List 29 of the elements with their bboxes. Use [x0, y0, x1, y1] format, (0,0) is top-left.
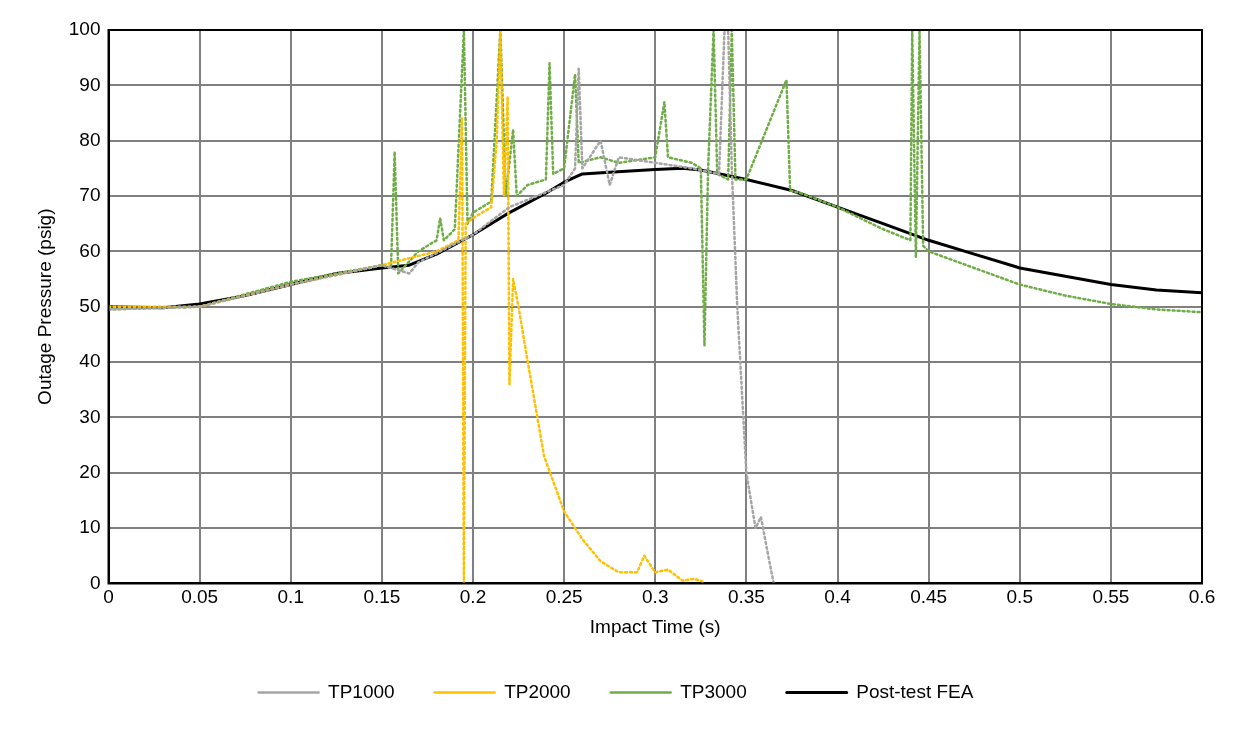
y-tick-label: 60: [79, 239, 101, 261]
x-tick-label: 0.4: [824, 586, 852, 608]
y-tick-label: 70: [79, 184, 101, 206]
y-axis-title: Outage Pressure (psig): [33, 208, 55, 405]
y-tick-label: 50: [79, 294, 101, 316]
x-tick-label: 0.45: [910, 586, 948, 608]
x-tick-label: 0.15: [363, 586, 401, 608]
y-tick-label: 0: [89, 571, 101, 593]
y-tick-label: 20: [79, 460, 101, 482]
x-tick-label: 0.35: [727, 586, 765, 608]
legend-label: TP1000: [328, 680, 395, 702]
y-tick-label: 40: [79, 350, 101, 372]
y-tick-label: 80: [79, 128, 101, 150]
x-tick-label: 0.1: [277, 586, 304, 608]
x-tick-label: 0.25: [545, 586, 583, 608]
x-tick-label: 0.55: [1092, 586, 1130, 608]
legend-label: Post-test FEA: [856, 680, 974, 702]
legend-label: TP3000: [680, 680, 747, 702]
x-tick-label: 0.2: [459, 586, 487, 608]
y-tick-label: 10: [79, 516, 101, 538]
legend-label: TP2000: [504, 680, 571, 702]
y-tick-label: 90: [79, 73, 101, 95]
y-tick-label: 100: [68, 18, 101, 40]
x-tick-label: 0.6: [1188, 586, 1216, 608]
x-tick-label: 0.3: [642, 586, 669, 608]
x-tick-label: 0.05: [181, 586, 219, 608]
y-tick-label: 30: [79, 405, 101, 427]
x-tick-label: 0.5: [1006, 586, 1033, 608]
x-axis-title: Impact Time (s): [589, 615, 721, 637]
